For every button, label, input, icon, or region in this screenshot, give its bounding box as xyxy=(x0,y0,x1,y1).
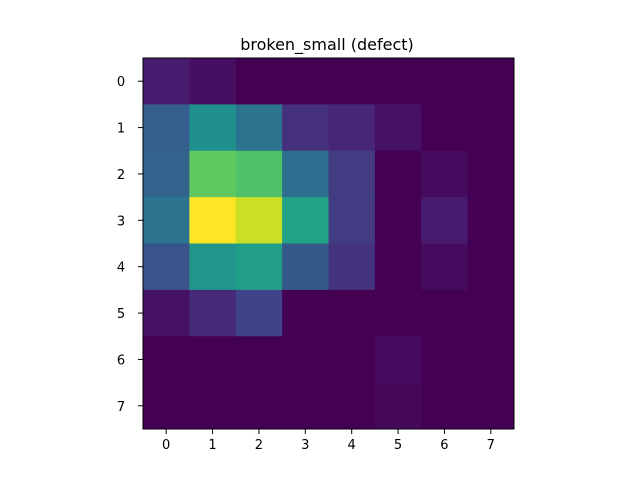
heatmap-cell-r0-c3 xyxy=(282,58,329,105)
x-tick-label: 0 xyxy=(162,438,170,453)
heatmap-cell-r4-c2 xyxy=(235,243,283,291)
plot-frame xyxy=(142,57,515,430)
x-tick-label: 6 xyxy=(440,438,448,453)
y-tick-label: 0 xyxy=(117,75,125,90)
y-tick-label: 7 xyxy=(117,400,125,415)
x-tick-label: 7 xyxy=(487,438,495,453)
heatmap-cell-r5-c7 xyxy=(467,289,515,337)
heatmap-cell-r4-c0 xyxy=(143,243,190,291)
heatmap-cell-r5-c1 xyxy=(189,289,237,337)
heatmap-cell-r4-c5 xyxy=(374,243,422,291)
heatmap-cell-r2-c0 xyxy=(143,150,190,198)
y-tick-label: 4 xyxy=(117,261,125,276)
heatmap-cell-r4-c1 xyxy=(189,243,237,291)
heatmap-cells xyxy=(143,58,515,430)
heatmap-cell-r7-c0 xyxy=(143,382,190,430)
heatmap-cell-r5-c6 xyxy=(421,289,469,337)
heatmap-cell-r1-c0 xyxy=(143,104,190,152)
heatmap-cell-r1-c1 xyxy=(189,104,237,152)
x-tick-label: 5 xyxy=(394,438,402,453)
heatmap-cell-r7-c4 xyxy=(328,382,376,430)
heatmap-cell-r7-c7 xyxy=(467,382,515,430)
heatmap-cell-r0-c7 xyxy=(467,58,515,105)
heatmap-cell-r4-c4 xyxy=(328,243,376,291)
heatmap-cell-r7-c1 xyxy=(189,382,237,430)
heatmap-cell-r0-c2 xyxy=(235,58,283,105)
x-tick-label: 3 xyxy=(301,438,309,453)
x-tick-label: 4 xyxy=(348,438,356,453)
heatmap-cell-r0-c6 xyxy=(421,58,469,105)
heatmap-cell-r6-c6 xyxy=(421,336,469,384)
heatmap-cell-r6-c3 xyxy=(282,336,329,384)
y-tick-label: 5 xyxy=(117,307,125,322)
chart-title: broken_small (defect) xyxy=(240,35,414,55)
heatmap-cell-r3-c0 xyxy=(143,197,190,244)
x-tick-label: 1 xyxy=(208,438,216,453)
heatmap-cell-r2-c2 xyxy=(235,150,283,198)
heatmap-cell-r6-c1 xyxy=(189,336,237,384)
heatmap-cell-r7-c6 xyxy=(421,382,469,430)
heatmap-cell-r6-c2 xyxy=(235,336,283,384)
heatmap-cell-r6-c7 xyxy=(467,336,515,384)
heatmap-cell-r3-c7 xyxy=(467,197,515,244)
heatmap-cell-r5-c3 xyxy=(282,289,329,337)
y-tick-label: 3 xyxy=(117,214,125,229)
heatmap-cell-r4-c6 xyxy=(421,243,469,291)
heatmap-cell-r3-c3 xyxy=(282,197,329,244)
heatmap-cell-r5-c0 xyxy=(143,289,190,337)
heatmap-cell-r1-c2 xyxy=(235,104,283,152)
heatmap-cell-r4-c7 xyxy=(467,243,515,291)
heatmap-cell-r5-c5 xyxy=(374,289,422,337)
axes: 0 1 2 3 4 5 6 7 0 1 2 3 4 5 6 7 xyxy=(117,57,515,453)
heatmap-cell-r7-c5 xyxy=(374,382,422,430)
x-tick-label: 2 xyxy=(255,438,263,453)
heatmap-cell-r7-c3 xyxy=(282,382,329,430)
heatmap-cell-r2-c6 xyxy=(421,150,469,198)
y-tick-label: 1 xyxy=(117,122,125,137)
y-tick-label: 2 xyxy=(117,168,125,183)
heatmap-cell-r2-c3 xyxy=(282,150,329,198)
heatmap-cell-r0-c0 xyxy=(143,58,190,105)
heatmap-cell-r0-c5 xyxy=(374,58,422,105)
heatmap-cell-r1-c5 xyxy=(374,104,422,152)
heatmap-cell-r3-c2 xyxy=(235,197,283,244)
heatmap-cell-r3-c4 xyxy=(328,197,376,244)
heatmap-cell-r2-c5 xyxy=(374,150,422,198)
heatmap-cell-r6-c5 xyxy=(374,336,422,384)
heatmap-cell-r1-c4 xyxy=(328,104,376,152)
heatmap-cell-r2-c7 xyxy=(467,150,515,198)
heatmap-cell-r3-c5 xyxy=(374,197,422,244)
heatmap-cell-r0-c1 xyxy=(189,58,237,105)
heatmap-cell-r2-c1 xyxy=(189,150,237,198)
heatmap-cell-r7-c2 xyxy=(235,382,283,430)
heatmap-cell-r5-c4 xyxy=(328,289,376,337)
heatmap-cell-r3-c1 xyxy=(189,197,237,244)
y-tick-label: 6 xyxy=(117,353,125,368)
heatmap-cell-r0-c4 xyxy=(328,58,376,105)
heatmap-cell-r6-c4 xyxy=(328,336,376,384)
heatmap-cell-r5-c2 xyxy=(235,289,283,337)
heatmap-cell-r1-c6 xyxy=(421,104,469,152)
heatmap-cell-r2-c4 xyxy=(328,150,376,198)
heatmap-cell-r4-c3 xyxy=(282,243,329,291)
heatmap-cell-r1-c3 xyxy=(282,104,329,152)
heatmap-cell-r1-c7 xyxy=(467,104,515,152)
heatmap-cell-r3-c6 xyxy=(421,197,469,244)
heatmap-cell-r6-c0 xyxy=(143,336,190,384)
